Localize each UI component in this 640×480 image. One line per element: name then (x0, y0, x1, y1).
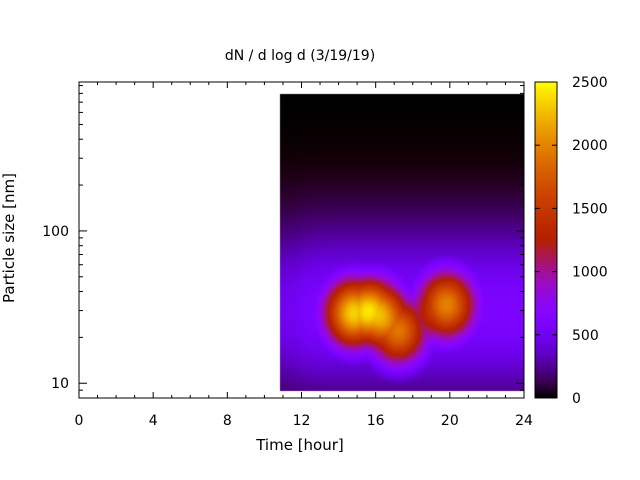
x-tick-label: 0 (75, 413, 84, 429)
x-tick-label: 4 (149, 413, 158, 429)
colorbar-axis: 0 500 1000 1500 2000 2500 (535, 75, 608, 407)
y-tick-label: 10 (51, 376, 69, 392)
x-axis-label: Time [hour] (255, 436, 344, 454)
colorbar-tick-label: 1500 (572, 201, 608, 217)
heatmap (79, 82, 524, 398)
y-axis: 10 100 (42, 85, 524, 399)
colorbar-tick-label: 1000 (572, 265, 608, 281)
x-tick-label: 20 (441, 413, 459, 429)
colorbar-tick-label: 0 (572, 391, 581, 407)
y-axis-label: Particle size [nm] (0, 173, 18, 303)
x-tick-label: 24 (515, 413, 533, 429)
x-tick-label: 16 (367, 413, 385, 429)
colorbar (534, 81, 558, 399)
colorbar-tick-label: 2500 (572, 75, 608, 91)
x-tick-label: 12 (293, 413, 311, 429)
colorbar-tick-label: 500 (572, 328, 599, 344)
x-tick-label: 8 (223, 413, 232, 429)
chart-title: dN / d log d (3/19/19) (225, 48, 375, 64)
y-tick-label: 100 (42, 224, 69, 240)
colorbar-tick-label: 2000 (572, 138, 608, 154)
heatmap-image (79, 82, 524, 398)
x-axis: 0 4 8 12 16 20 24 (75, 82, 533, 429)
